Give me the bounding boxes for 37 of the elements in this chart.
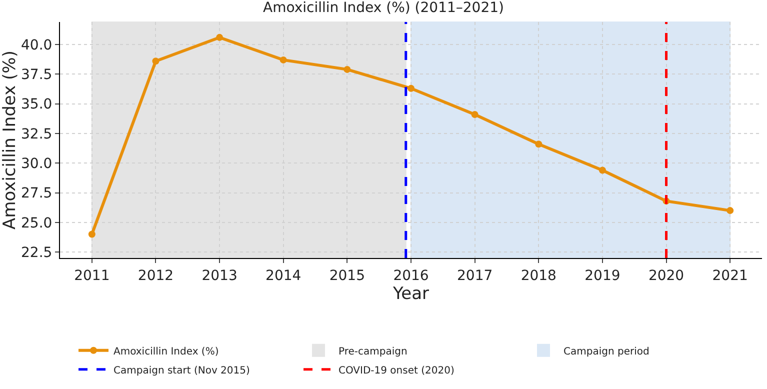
- y-tick-label: 22.5: [21, 244, 52, 261]
- y-axis-title: Amoxicillin Index (%): [0, 50, 20, 230]
- y-tick-label: 30.0: [21, 156, 52, 172]
- x-tick-label: 2018: [520, 268, 556, 284]
- point: [344, 66, 351, 73]
- x-tick-label: 2019: [584, 268, 620, 284]
- y-tick-label: 40.0: [21, 37, 52, 54]
- x-tick-label: 2014: [266, 268, 302, 284]
- y-tick-label: 25.0: [21, 215, 52, 232]
- legend-label: COVID-19 onset (2020): [338, 365, 454, 376]
- point: [152, 58, 160, 65]
- point: [216, 34, 224, 41]
- point: [88, 230, 96, 238]
- point: [408, 84, 414, 92]
- y-tick-label: 37.5: [21, 67, 52, 84]
- y-tick-label: 32.5: [21, 126, 52, 142]
- x-tick-label: 2017: [457, 268, 493, 284]
- x-tick-label: 2011: [74, 268, 110, 284]
- point: [726, 207, 734, 214]
- chart-title: Amoxicillin Index (%) (2011–2021): [263, 0, 504, 16]
- x-tick-label: 2021: [712, 268, 748, 284]
- x-tick-label: 2013: [202, 268, 238, 284]
- legend-label: Campaign start (Nov 2015): [114, 365, 250, 376]
- point: [280, 56, 287, 64]
- point: [471, 111, 478, 118]
- x-tick-label: 2012: [138, 268, 174, 284]
- x-tick-label: 2016: [393, 268, 429, 284]
- x-tick-label: 2015: [329, 268, 365, 284]
- y-tick-label: 27.5: [21, 186, 52, 202]
- legend-label: Amoxicillin Index (%): [114, 346, 219, 358]
- x-tick-label: 2020: [648, 268, 684, 284]
- x-axis-title: Year: [392, 284, 430, 304]
- legend-label: Campaign period: [564, 346, 650, 358]
- point: [535, 140, 542, 148]
- point: [598, 166, 606, 174]
- legend-label: Pre-campaign: [338, 346, 408, 358]
- y-tick-label: 35.0: [21, 96, 52, 113]
